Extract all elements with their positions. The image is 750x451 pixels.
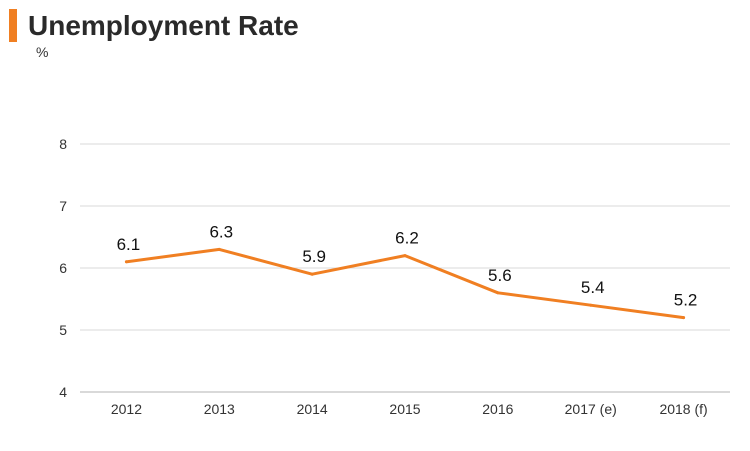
data-label: 6.2 <box>395 229 419 248</box>
data-point <box>682 316 686 320</box>
y-tick-label: 5 <box>59 322 67 338</box>
data-point <box>403 254 407 258</box>
gridlines <box>80 143 730 393</box>
y-tick-label: 6 <box>59 260 67 276</box>
chart-title: Unemployment Rate <box>28 10 299 41</box>
data-label: 5.6 <box>488 266 512 285</box>
y-tick-label: 7 <box>59 198 67 214</box>
data-point <box>124 260 128 264</box>
x-tick-label: 2016 <box>482 401 513 417</box>
data-point <box>496 291 500 295</box>
data-point <box>310 272 314 276</box>
data-label: 6.3 <box>209 222 233 241</box>
y-tick-label: 4 <box>59 384 67 400</box>
data-label: 5.9 <box>302 247 326 266</box>
y-tick-label: 8 <box>59 136 67 152</box>
data-labels: 6.1 6.3 5.9 6.2 5.6 5.4 5.2 <box>117 222 698 309</box>
x-axis-ticks: 2012 2013 2014 2015 2016 2017 (e) 2018 (f) <box>111 401 708 417</box>
title-accent-bar <box>9 9 17 42</box>
series-line-group <box>124 247 686 320</box>
x-tick-label: 2013 <box>204 401 235 417</box>
unit-label: % <box>36 44 49 60</box>
y-axis-ticks: 4 5 6 7 8 <box>59 136 67 400</box>
x-tick-label: 2015 <box>389 401 420 417</box>
data-label: 6.1 <box>117 235 141 254</box>
data-point <box>589 303 593 307</box>
x-tick-label: 2018 (f) <box>659 401 707 417</box>
x-tick-label: 2014 <box>297 401 328 417</box>
x-tick-label: 2017 (e) <box>565 401 617 417</box>
data-label: 5.4 <box>581 278 605 297</box>
data-label: 5.2 <box>674 291 698 310</box>
x-tick-label: 2012 <box>111 401 142 417</box>
data-point <box>217 247 221 251</box>
